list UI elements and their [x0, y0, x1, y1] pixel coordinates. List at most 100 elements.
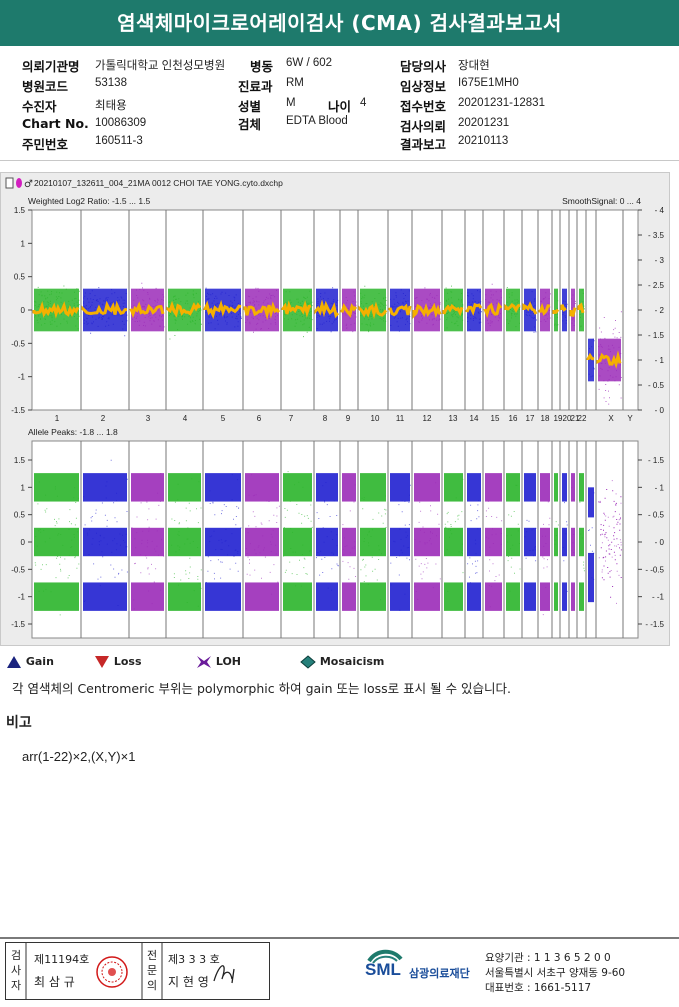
chart-no-value: 10086309	[95, 117, 147, 129]
allele-band	[205, 527, 241, 557]
chr-label: 6	[257, 414, 262, 423]
right-tick-label: - 0.5	[648, 511, 665, 520]
allele-band	[360, 582, 386, 611]
chr-label: 3	[146, 414, 151, 423]
allele-band	[571, 527, 575, 557]
smooth-signal	[442, 303, 464, 317]
chr-label: 21	[571, 414, 580, 423]
top-panel-label: Weighted Log2 Ratio: -1.5 ... 1.5	[28, 196, 150, 206]
y-tick-label: 1.5	[14, 456, 26, 465]
hospital-code-value: 53138	[95, 77, 127, 89]
allele-scatter	[467, 500, 480, 584]
phone: 대표번호 : 1661-5117	[485, 982, 592, 994]
signature-mark	[213, 965, 235, 984]
allele-band	[467, 582, 481, 611]
chr-label: 8	[323, 414, 328, 423]
allele-band	[444, 582, 463, 611]
allele-scatter	[414, 482, 441, 600]
org-name: 삼광의료재단	[409, 967, 470, 980]
smooth-signal	[560, 304, 567, 312]
allele-band	[342, 527, 356, 557]
allele-scatter	[485, 500, 503, 608]
chr-label: 17	[526, 414, 535, 423]
chr-label: 14	[470, 414, 479, 423]
allele-band	[467, 473, 481, 502]
allele-band	[414, 582, 440, 611]
patient-info: 의뢰기관명 가톨릭대학교 인천성모병원 병원코드 53138 수진자 최태용 C…	[0, 52, 679, 157]
allele-scatter	[524, 519, 537, 584]
signal-scatter	[562, 300, 568, 324]
allele-scatter	[360, 495, 387, 601]
allele-band	[571, 582, 575, 611]
chr-label: 18	[541, 414, 550, 423]
ward-value: 6W / 602	[286, 57, 333, 69]
chr-label: 11	[396, 414, 405, 423]
smooth-signal	[340, 302, 358, 318]
centromere-note: 각 염색체의 Centromeric 부위는 polymorphic 하여 ga…	[12, 681, 512, 696]
sex-value: M	[286, 97, 296, 109]
allele-scatter	[34, 481, 80, 616]
allele-scatter	[506, 484, 521, 592]
right-tick-label: - 0	[655, 406, 665, 415]
allele-band	[506, 473, 520, 502]
institution-label: 의뢰기관명	[22, 59, 80, 74]
allele-scatter	[598, 480, 622, 604]
allele-band	[414, 473, 440, 502]
report-date-label: 결과보고	[400, 137, 447, 152]
y-tick-label: -1.5	[11, 406, 25, 415]
y-tick-label: 0.5	[14, 511, 26, 520]
receipt-no-label: 접수번호	[400, 99, 447, 114]
allele-scatter	[554, 521, 559, 611]
right-tick-label: - -1	[652, 593, 665, 602]
signal-scatter	[571, 294, 576, 326]
y-tick-label: -1	[18, 593, 26, 602]
allele-band	[390, 582, 410, 611]
allele-scatter	[390, 484, 411, 611]
chr-label: 12	[423, 414, 432, 423]
allele-scatter	[579, 501, 585, 572]
top-panel-ticks: 1.5 1 0.5 0 -0.5 -1 -1.5	[11, 206, 32, 415]
file-icons: ♂	[5, 177, 33, 190]
allele-band	[540, 582, 550, 611]
allele-band	[506, 582, 520, 611]
karyotype-result: arr(1-22)×2,(X,Y)×1	[22, 749, 136, 764]
y-tick-label: -1.5	[11, 620, 25, 629]
org-logo: SML 삼광의료재단	[363, 947, 483, 991]
allele-band	[205, 473, 241, 502]
allele-scatter	[205, 474, 242, 583]
care-institution: 요양기관 : 1 1 3 6 5 2 0 0	[485, 952, 611, 964]
allele-band	[554, 527, 558, 557]
gain-icon	[7, 656, 21, 668]
allele-scatter	[131, 473, 165, 610]
specialist-label: 전문의	[146, 949, 158, 992]
request-date-value: 20201231	[458, 117, 510, 129]
allele-band	[540, 473, 550, 502]
chr-label: 9	[346, 414, 351, 423]
allele-scatter	[444, 478, 464, 592]
allele-band	[562, 582, 567, 611]
smooth-signal	[552, 308, 560, 314]
allele-band	[485, 527, 502, 557]
allele-scatter	[342, 484, 356, 580]
allele-scatter	[571, 487, 575, 553]
smooth-signal	[281, 300, 312, 318]
chr-label: 7	[289, 414, 294, 423]
allele-band	[579, 473, 584, 502]
top-panel-right-ticks: - 4 - 3.5 - 3 - 2.5 - 2 - 1.5 - 1 - 0.5 - 0	[638, 206, 665, 415]
chart-no-label: Chart No.	[22, 116, 89, 131]
allele-band	[588, 487, 594, 518]
chr-label: 20	[563, 414, 572, 423]
allele-band	[83, 582, 127, 611]
right-tick-label: - 4	[655, 206, 665, 215]
smooth-signal	[314, 299, 340, 319]
sml-logo-icon	[367, 949, 403, 964]
specimen-value: EDTA Blood	[286, 115, 348, 127]
legend-loss: Loss	[94, 655, 142, 671]
y-tick-label: 1	[21, 239, 26, 248]
top-panel-right-label: SmoothSignal: 0 ... 4	[562, 196, 641, 206]
seal-icon	[96, 956, 128, 988]
chr-label: 16	[509, 414, 518, 423]
allele-band	[83, 527, 127, 557]
allele-band	[316, 582, 338, 611]
allele-band	[205, 582, 241, 611]
